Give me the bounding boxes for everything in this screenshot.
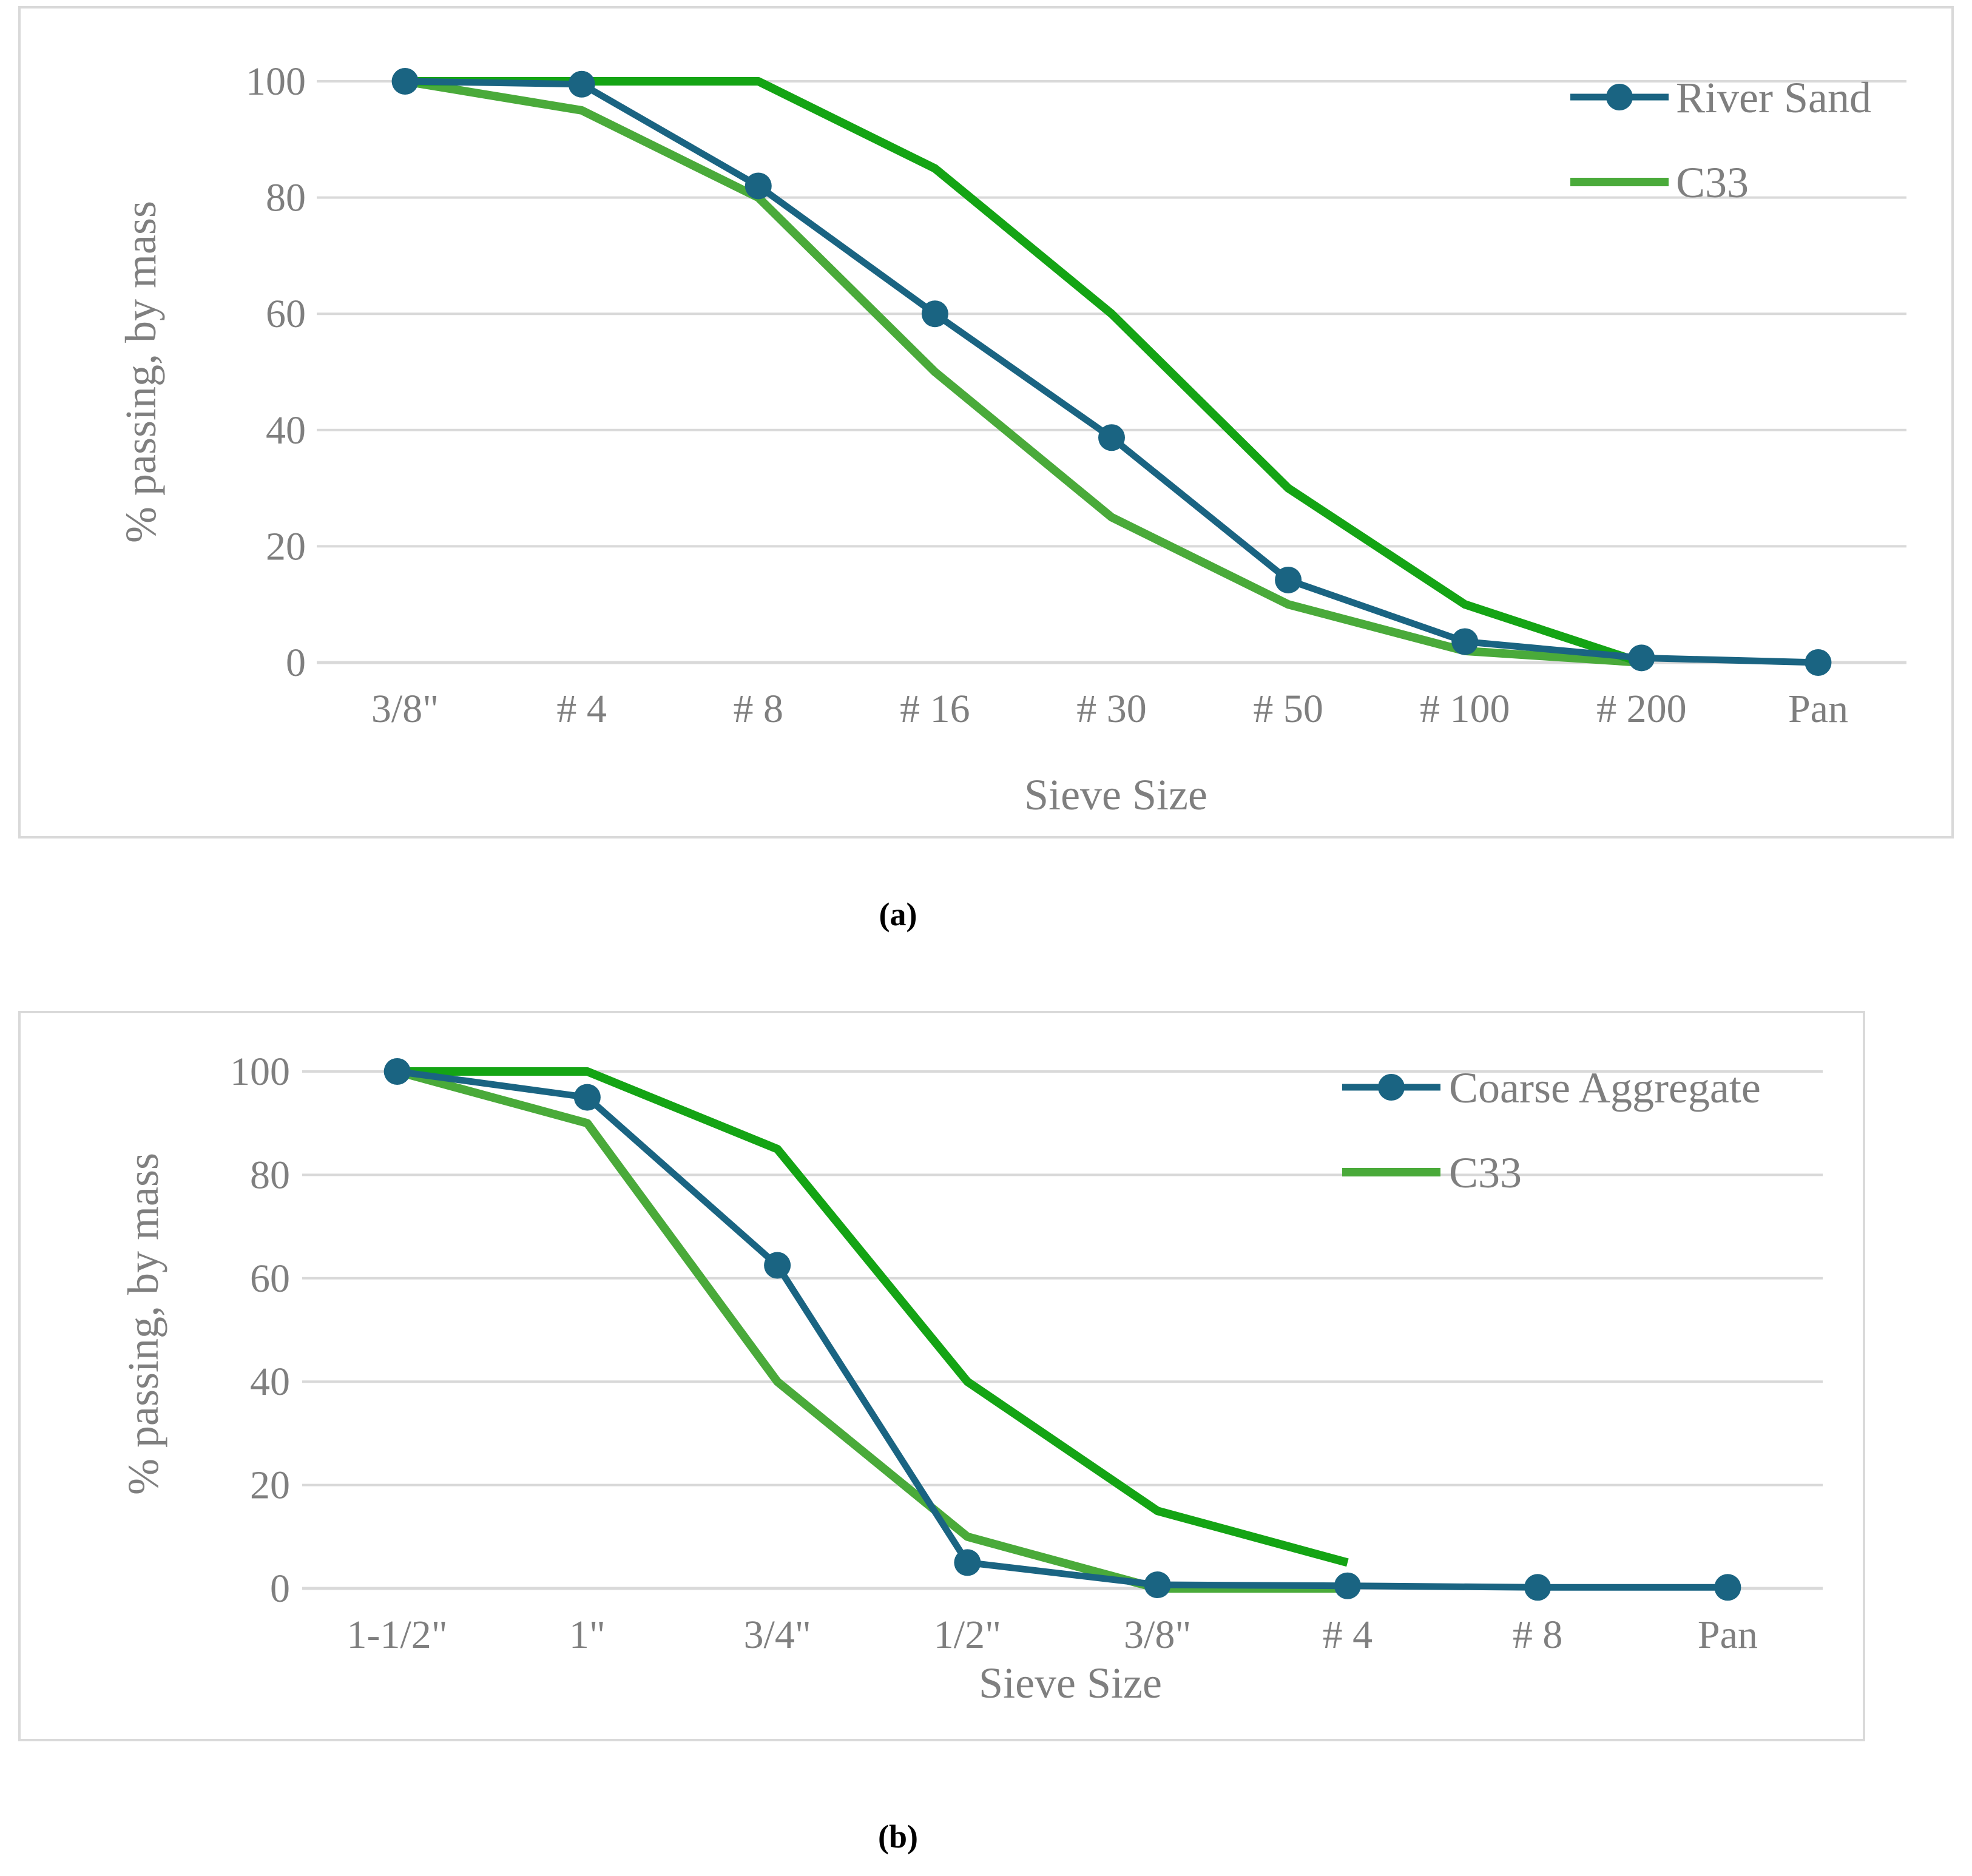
data-point-marker [921, 300, 948, 328]
legend-marker-measured [1606, 84, 1633, 110]
series-line-c33-lower [404, 77, 1642, 667]
data-point-marker [745, 172, 772, 200]
x-tick-label: # 16 [900, 687, 970, 731]
data-point-marker [1714, 1574, 1741, 1601]
data-point-marker [1451, 628, 1479, 655]
x-tick-label: # 50 [1253, 687, 1323, 731]
y-tick-label: 80 [266, 176, 306, 220]
legend-label-c33: C33 [1449, 1149, 1522, 1197]
x-axis-title: Sieve Size [1024, 771, 1207, 819]
y-tick-label: 0 [270, 1567, 290, 1611]
data-point-marker [1144, 1571, 1171, 1599]
data-point-marker [383, 1058, 411, 1085]
x-tick-label: # 8 [734, 687, 784, 731]
x-tick-label: Pan [1698, 1613, 1758, 1657]
legend-marker-measured [1378, 1074, 1405, 1101]
x-tick-label: 3/4" [743, 1613, 811, 1657]
y-tick-label: 100 [230, 1050, 290, 1094]
data-point-marker [1628, 644, 1655, 672]
chart-a: 0 20 40 60 80 100 3/8" # 4 # 8 # 16 # 30 # 50 # 100 #… [116, 59, 1906, 819]
chart-panel-a: 0 20 40 60 80 100 3/8" # 4 # 8 # 16 # 30 # 50 # 100 #… [18, 6, 1954, 838]
y-tick-label: 20 [250, 1463, 290, 1508]
caption-a: (a) [879, 896, 917, 933]
data-point-marker [764, 1252, 791, 1279]
x-tick-label: # 4 [556, 687, 607, 731]
x-tick-label: # 200 [1596, 687, 1687, 731]
y-tick-label: 0 [286, 641, 306, 685]
x-tick-label: 3/8" [371, 687, 439, 731]
x-tick-label: 1/2" [934, 1613, 1001, 1657]
data-point-marker [1275, 566, 1302, 593]
data-point-marker [1524, 1574, 1552, 1601]
y-tick-label: 20 [266, 524, 306, 569]
x-tick-label: # 30 [1076, 687, 1147, 731]
legend-label-measured: River Sand [1676, 73, 1871, 122]
x-tick-label: 1" [569, 1613, 606, 1657]
series-line-measured [396, 1068, 1728, 1591]
x-tick-label: # 100 [1420, 687, 1510, 731]
legend-label-c33: C33 [1676, 158, 1749, 207]
x-tick-label: # 4 [1323, 1613, 1373, 1657]
chart-b: 0 20 40 60 80 100 1-1/2" 1" 3/4" 1/2" 3/8" # 4 # 8 Pa… [119, 1050, 1823, 1707]
legend-label-measured: Coarse Aggregate [1449, 1064, 1761, 1112]
y-tick-label: 40 [250, 1360, 290, 1404]
y-tick-label: 60 [250, 1257, 290, 1301]
series-line-c33-lower [396, 1067, 1348, 1593]
y-axis-title: % passing, by mass [116, 201, 165, 543]
data-point-marker [573, 1084, 601, 1111]
y-tick-label: 100 [246, 59, 306, 104]
series-line-c33-upper [397, 1067, 1349, 1567]
data-point-marker [391, 68, 419, 95]
data-point-marker [568, 70, 595, 98]
x-tick-label: # 8 [1513, 1613, 1563, 1657]
y-tick-label: 40 [266, 408, 306, 453]
data-point-marker [1805, 649, 1832, 676]
series-line-measured [405, 78, 1818, 666]
chart-panel-b: 0 20 40 60 80 100 1-1/2" 1" 3/4" 1/2" 3/8" # 4 # 8 Pa… [18, 1011, 1865, 1741]
data-point-marker [1334, 1572, 1361, 1599]
x-tick-label: 3/8" [1124, 1613, 1191, 1657]
y-axis-title: % passing, by mass [119, 1153, 167, 1495]
y-tick-label: 80 [250, 1153, 290, 1197]
x-tick-label: 1-1/2" [346, 1613, 447, 1657]
x-tick-label: Pan [1788, 687, 1848, 731]
caption-b: (b) [878, 1818, 918, 1855]
series-line-c33-upper [405, 77, 1643, 667]
y-tick-label: 60 [266, 292, 306, 336]
x-axis-title: Sieve Size [979, 1659, 1162, 1707]
data-point-marker [954, 1549, 981, 1576]
data-point-marker [1098, 424, 1125, 451]
